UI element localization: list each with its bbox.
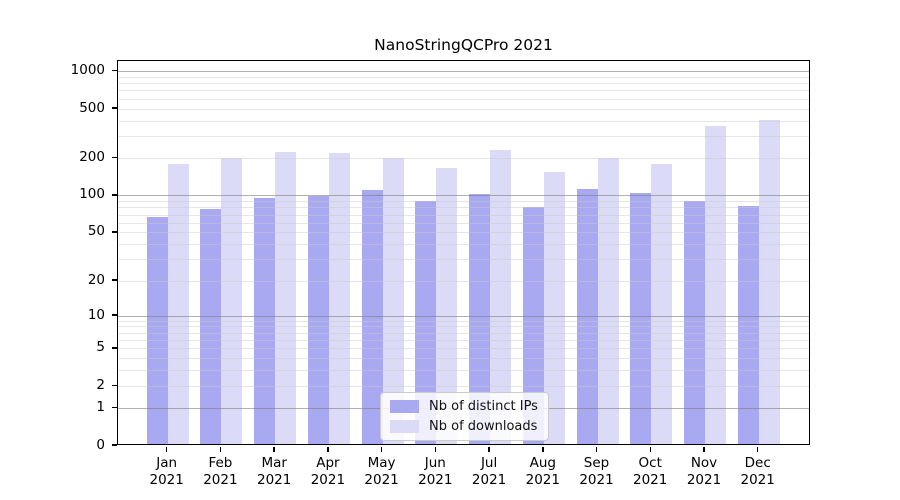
legend-swatch-downloads (390, 420, 419, 433)
y-tick-mark (112, 406, 117, 409)
bar-downloads (382, 158, 404, 444)
bar-downloads (436, 167, 458, 444)
bar-downloads (704, 126, 726, 444)
x-tick-mark (756, 446, 759, 452)
bar-downloads (167, 163, 189, 444)
y-tick-mark (112, 279, 117, 281)
x-tick-mark (273, 446, 275, 452)
x-tick-label: Apr 2021 (310, 455, 346, 488)
bar-downloads (490, 149, 512, 444)
legend-label-downloads: Nb of downloads (429, 419, 538, 434)
bar-downloads (543, 172, 565, 444)
x-tick-label: Oct 2021 (633, 455, 668, 488)
bar-distinct-ips (415, 201, 437, 444)
y-tick-label: 100 (79, 186, 105, 203)
x-tick-label: Mar 2021 (257, 455, 292, 488)
bar-distinct-ips (469, 194, 491, 444)
bar-distinct-ips (522, 207, 544, 444)
x-tick-label: Jun 2021 (418, 455, 453, 488)
bar-downloads (275, 152, 297, 444)
plot-area (117, 60, 810, 445)
y-tick-label: 2 (96, 377, 105, 393)
chart-title: NanoStringQCPro 2021 (374, 36, 553, 54)
y-tick-mark (112, 444, 117, 446)
y-tick-mark (112, 107, 117, 109)
bar-distinct-ips (630, 192, 652, 444)
y-tick-mark (112, 194, 117, 196)
y-tick-label: 1000 (70, 62, 105, 78)
y-tick-mark (112, 156, 117, 159)
y-tick-label: 0 (96, 436, 105, 453)
y-tick-label: 50 (87, 223, 105, 240)
x-tick-label: Aug 2021 (525, 455, 560, 488)
y-tick-label: 20 (87, 271, 105, 288)
bar-distinct-ips (683, 200, 705, 444)
x-tick-label: Dec 2021 (740, 455, 775, 488)
y-tick-mark (112, 231, 117, 233)
bar-downloads (597, 157, 619, 444)
bar-downloads (221, 157, 243, 444)
y-tick-mark (112, 314, 117, 316)
legend: Nb of distinct IPs Nb of downloads (380, 392, 549, 441)
y-tick-mark (112, 384, 117, 387)
bar-distinct-ips (737, 205, 759, 444)
x-tick-mark (165, 446, 168, 452)
bar-downloads (758, 119, 780, 444)
x-tick-label: May 2021 (364, 455, 399, 488)
x-tick-mark (434, 446, 437, 452)
x-tick-mark (219, 446, 222, 452)
y-tick-label: 1 (96, 398, 105, 415)
x-tick-label: Feb 2021 (203, 455, 238, 488)
bar-distinct-ips (146, 216, 168, 444)
x-tick-mark (488, 446, 490, 452)
legend-swatch-distinct-ips (390, 400, 419, 413)
legend-row-distinct-ips: Nb of distinct IPs (390, 399, 538, 414)
legend-row-downloads: Nb of downloads (390, 419, 538, 434)
x-tick-mark (327, 446, 329, 452)
x-tick-label: Jul 2021 (471, 455, 507, 488)
bar-distinct-ips (307, 195, 329, 444)
x-tick-mark (380, 446, 383, 452)
x-tick-mark (542, 446, 544, 452)
y-tick-label: 500 (79, 99, 105, 116)
bar-distinct-ips (576, 188, 598, 444)
legend-label-distinct-ips: Nb of distinct IPs (429, 399, 538, 414)
bars-layer (118, 61, 809, 444)
bar-distinct-ips (254, 197, 276, 444)
x-tick-label: Jan 2021 (149, 455, 184, 488)
bar-distinct-ips (200, 209, 222, 444)
x-tick-mark (649, 446, 651, 452)
y-tick-mark (112, 347, 117, 349)
bar-downloads (651, 163, 673, 444)
bar-distinct-ips (361, 189, 383, 444)
x-tick-label: Nov 2021 (686, 455, 722, 488)
x-tick-mark (595, 446, 598, 452)
y-tick-label: 5 (96, 339, 105, 356)
x-tick-mark (703, 446, 705, 452)
y-tick-mark (112, 69, 117, 72)
y-tick-label: 10 (87, 306, 105, 323)
bar-downloads (328, 153, 350, 444)
x-tick-label: Sep 2021 (579, 455, 614, 488)
y-tick-label: 200 (79, 149, 105, 166)
